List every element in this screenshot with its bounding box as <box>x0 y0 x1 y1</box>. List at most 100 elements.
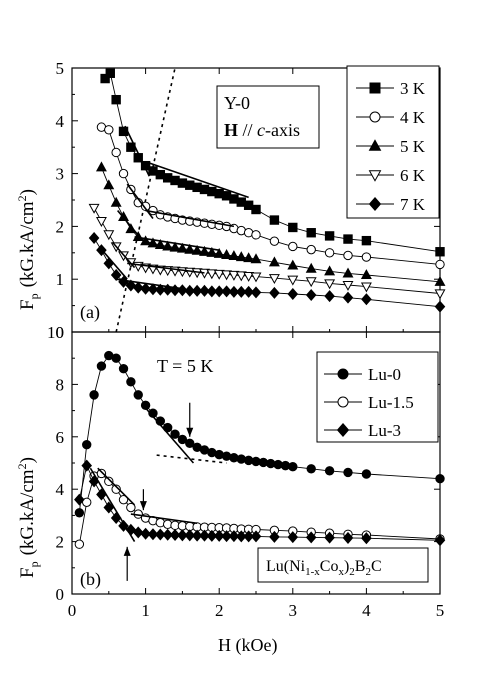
data-point <box>95 161 107 172</box>
tangent-line <box>117 210 143 241</box>
data-point <box>199 245 210 256</box>
data-point <box>118 494 129 505</box>
data-point <box>74 539 85 549</box>
data-point <box>199 284 210 297</box>
data-point <box>243 271 255 282</box>
data-point <box>250 286 262 299</box>
y-tick-label: 10 <box>47 323 64 342</box>
data-point <box>342 531 354 544</box>
data-point <box>206 246 218 257</box>
data-point <box>360 282 372 293</box>
tangent-line <box>99 246 128 280</box>
data-point <box>269 215 280 225</box>
data-point <box>306 244 316 255</box>
data-point <box>110 196 122 207</box>
data-point <box>361 235 372 246</box>
x-tick-label: 5 <box>436 601 445 620</box>
data-point <box>324 466 335 476</box>
panel-a-label: (a) <box>80 302 100 323</box>
data-point <box>206 285 218 298</box>
tangent-line <box>89 467 136 543</box>
x-tick-label: 1 <box>141 601 150 620</box>
data-point <box>221 249 233 259</box>
data-point <box>74 508 85 518</box>
data-point <box>96 361 107 371</box>
data-point <box>221 530 232 543</box>
legend-label: 3 K <box>400 79 426 98</box>
compound-box <box>257 547 429 583</box>
data-point <box>89 390 99 400</box>
data-point <box>287 275 299 286</box>
arrow-head <box>139 501 147 511</box>
data-point <box>361 252 372 262</box>
data-point <box>343 250 353 261</box>
data-point <box>147 283 159 296</box>
data-point <box>342 291 354 304</box>
data-point <box>82 439 92 450</box>
data-point <box>103 501 115 514</box>
data-point <box>133 390 143 400</box>
panel-b-label: (b) <box>80 569 101 590</box>
data-point <box>324 265 336 276</box>
data-point <box>235 271 247 282</box>
y-tick-label: 4 <box>56 112 65 131</box>
data-point <box>268 256 280 267</box>
data-point <box>213 269 225 280</box>
annotation-sample: Y-0 <box>224 93 250 113</box>
data-point <box>154 239 166 249</box>
y-tick-label: 2 <box>56 217 65 236</box>
data-point <box>435 259 445 270</box>
data-point <box>162 283 173 296</box>
data-point <box>243 252 255 263</box>
data-point <box>250 530 262 543</box>
dashed-guide-line <box>156 454 227 464</box>
data-point <box>324 279 336 290</box>
data-point <box>118 211 129 221</box>
data-point <box>96 468 107 479</box>
data-point <box>235 285 247 298</box>
tangent-line <box>124 125 151 177</box>
legend-label: 7 K <box>400 195 426 214</box>
data-point <box>206 269 218 280</box>
data-point <box>342 280 354 291</box>
data-point <box>250 253 262 264</box>
dashed-guide-line <box>115 67 176 333</box>
y-axis-label-b: Fp(kG.kA/cm2) <box>15 457 41 578</box>
data-point <box>269 286 280 299</box>
data-point <box>228 250 240 261</box>
data-point <box>126 377 136 387</box>
y-tick-label: 6 <box>56 428 65 447</box>
annotation-temperature: T = 5 K <box>157 356 213 376</box>
data-point <box>140 400 151 411</box>
data-point <box>169 241 181 252</box>
data-point <box>324 231 335 241</box>
data-point <box>324 531 335 544</box>
data-point <box>361 469 372 479</box>
data-point <box>228 285 240 298</box>
series-line <box>93 207 441 294</box>
data-point <box>104 476 114 487</box>
data-point <box>103 257 115 270</box>
data-point <box>306 464 316 474</box>
tangent-line <box>149 162 249 199</box>
data-point <box>221 285 232 298</box>
tangent-line <box>116 278 183 290</box>
data-point <box>185 438 195 449</box>
data-point <box>361 532 372 545</box>
legend-label: Lu-3 <box>368 421 401 440</box>
data-point <box>184 529 196 542</box>
annotation-box-a <box>216 85 320 149</box>
data-point <box>343 234 353 244</box>
x-axis-label: H (kOe) <box>218 635 277 656</box>
data-point <box>206 529 218 542</box>
data-point <box>126 502 136 513</box>
data-point <box>213 529 225 542</box>
data-point <box>288 461 298 472</box>
data-point <box>104 125 114 135</box>
tangent-line <box>134 236 220 251</box>
data-point <box>110 268 122 281</box>
y-tick-label: 0 <box>56 585 65 604</box>
tangent-line <box>126 183 154 219</box>
data-point <box>199 529 210 542</box>
data-point <box>235 251 247 262</box>
